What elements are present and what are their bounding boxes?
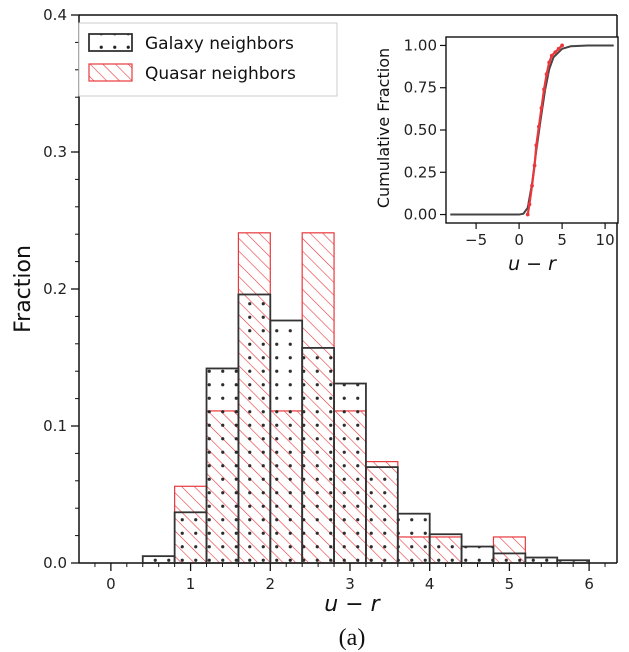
inset-quasar-point xyxy=(534,143,539,148)
main-y-tick-label: 0.1 xyxy=(43,417,67,435)
main-x-tick-label: 3 xyxy=(345,575,355,593)
inset-y-tick-label: 0.00 xyxy=(404,206,437,224)
galaxy-bar xyxy=(141,555,176,564)
inset-quasar-point xyxy=(527,202,532,207)
legend-label-quasar: Quasar neighbors xyxy=(145,64,296,84)
inset-quasar-point xyxy=(553,50,558,55)
inset-frame xyxy=(445,36,619,224)
galaxy-bar xyxy=(173,511,208,564)
galaxy-bar xyxy=(333,382,367,564)
inset-y-tick-label: 1.00 xyxy=(404,36,437,54)
galaxy-bar xyxy=(365,466,399,564)
inset-y-tick-label: 0.25 xyxy=(404,163,437,181)
galaxy-bar xyxy=(524,556,559,564)
legend-swatch-quasar xyxy=(88,63,133,82)
inset-quasar-point xyxy=(530,183,534,188)
inset-x-tick-label: 0 xyxy=(514,231,524,249)
inset-quasar-point xyxy=(542,87,546,92)
legend-swatch-galaxy xyxy=(88,33,133,52)
inset-x-tick-label: −5 xyxy=(465,231,487,249)
galaxy-bar xyxy=(205,367,240,564)
inset-x-tick-label: 10 xyxy=(596,231,615,249)
galaxy-bar xyxy=(269,319,304,564)
inset-y-ticks: 0.00 0.25 0.50 0.75 1.00 xyxy=(404,36,446,224)
main-x-axis-title: u − r xyxy=(324,592,381,617)
main-y-tick-label: 0.4 xyxy=(43,6,67,24)
main-x-tick-label: 2 xyxy=(266,575,276,593)
inset-quasar-point xyxy=(560,43,564,48)
galaxy-bar xyxy=(237,293,272,564)
legend: Galaxy neighbors Quasar neighbors xyxy=(78,22,338,97)
inset-quasar-point xyxy=(525,212,530,217)
main-y-tick-label: 0.2 xyxy=(43,280,67,298)
main-x-ticks: 0 1 2 3 4 5 6 xyxy=(94,563,606,593)
galaxy-bar xyxy=(556,559,591,564)
galaxy-bar xyxy=(428,533,463,564)
inset-quasar-point xyxy=(532,163,537,168)
inset-x-tick-label: 5 xyxy=(557,231,567,249)
inset-y-tick-label: 0.50 xyxy=(404,121,437,139)
inset-x-ticks: −5 0 5 10 xyxy=(465,223,615,249)
legend-label-galaxy: Galaxy neighbors xyxy=(145,34,294,54)
inset-panel: −5 0 5 10 0.00 0.25 0.50 0.75 1.00 u − r Cumula… xyxy=(374,36,619,275)
main-y-tick-label: 0.3 xyxy=(43,143,67,161)
inset-quasar-point xyxy=(556,46,561,51)
inset-quasar-point xyxy=(547,60,552,65)
main-y-axis-title: Fraction xyxy=(11,245,36,333)
main-x-tick-label: 4 xyxy=(425,575,435,593)
main-x-tick-label: 5 xyxy=(505,575,515,593)
main-x-tick-label: 6 xyxy=(584,575,594,593)
galaxy-histogram xyxy=(141,293,591,564)
galaxy-bar xyxy=(396,512,431,564)
inset-quasar-point xyxy=(544,72,549,77)
galaxy-bar xyxy=(460,545,495,564)
figure-caption: (a) xyxy=(339,625,366,651)
inset-quasar-point xyxy=(536,124,541,129)
main-x-tick-label: 1 xyxy=(186,575,196,593)
inset-quasar-point xyxy=(539,106,544,110)
inset-x-axis-title: u − r xyxy=(508,253,557,275)
main-y-tick-label: 0.0 xyxy=(43,554,67,572)
inset-y-tick-label: 0.75 xyxy=(404,79,437,97)
inset-quasar-points xyxy=(525,43,564,217)
main-y-ticks: 0.0 0.1 0.2 0.3 0.4 xyxy=(43,6,79,572)
galaxy-bar xyxy=(492,552,527,564)
main-x-tick-label: 0 xyxy=(106,575,116,593)
galaxy-bar xyxy=(301,347,335,564)
inset-y-axis-title: Cumulative Fraction xyxy=(374,48,393,208)
inset-quasar-point xyxy=(549,53,554,58)
